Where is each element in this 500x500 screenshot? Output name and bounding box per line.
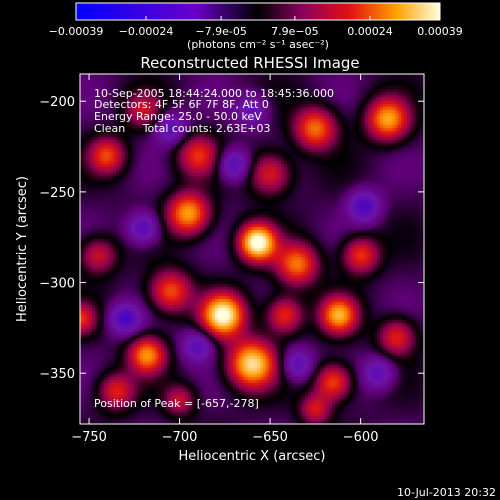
y-axis-label: Heliocentric Y (arcsec) (15, 176, 30, 322)
colorbar-unit-label: (photons cm⁻² s⁻¹ asec⁻²) (187, 38, 329, 51)
x-axis-label: Heliocentric X (arcsec) (179, 449, 326, 464)
observation-info: 10-Sep-2005 18:44:24.000 to 18:45:36.000… (94, 87, 334, 135)
x-tick-label: −600 (343, 430, 379, 445)
colorbar-tick-label: −0.00039 (49, 25, 104, 38)
heatmap-canvas (80, 74, 424, 424)
x-axis-ticks: −750 −700 −650 −600 (71, 74, 378, 445)
plot-frame (79, 73, 425, 425)
footer-timestamp: 10-Jul-2013 20:32 (397, 486, 496, 499)
chart-title: Reconstructed RHESSI Image (140, 54, 359, 72)
colorbar-gradient (75, 2, 441, 21)
colorbar-tick-label: 7.9e−05 (271, 25, 318, 38)
y-axis-ticks: −200 −250 −300 −350 (39, 95, 424, 382)
y-tick-label: −300 (39, 277, 75, 292)
peak-position-text: Position of Peak = [-657,-278] (94, 397, 259, 410)
y-tick-label: −250 (39, 186, 75, 201)
time-range-text: 10-Sep-2005 18:44:24.000 to 18:45:36.000 (94, 87, 334, 100)
colorbar-tick-label: 0.00039 (417, 25, 463, 38)
y-tick-label: −350 (39, 367, 75, 382)
y-tick-label: −200 (39, 95, 75, 110)
colorbar-ticks: −0.00039 −0.00024 −7.9e-05 7.9e−05 0.00024 0.… (49, 16, 463, 38)
energy-range-text: Energy Range: 25.0 - 50.0 keV (94, 110, 262, 123)
colorbar-tick-label: −7.9e-05 (195, 25, 246, 38)
colorbar-tick-label: −0.00024 (119, 25, 174, 38)
x-tick-label: −750 (71, 430, 107, 445)
colorbar-tick-label: 0.00024 (347, 25, 393, 38)
method-counts-text: Clean Total counts: 2.63E+03 (94, 122, 271, 135)
plot-area (80, 74, 424, 424)
colorbar: −0.00039 −0.00024 −7.9e-05 7.9e−05 0.00024 0.… (49, 2, 463, 51)
x-tick-label: −650 (252, 430, 288, 445)
detectors-text: Detectors: 4F 5F 6F 7F 8F, Att 0 (94, 98, 269, 111)
x-tick-label: −700 (162, 430, 198, 445)
